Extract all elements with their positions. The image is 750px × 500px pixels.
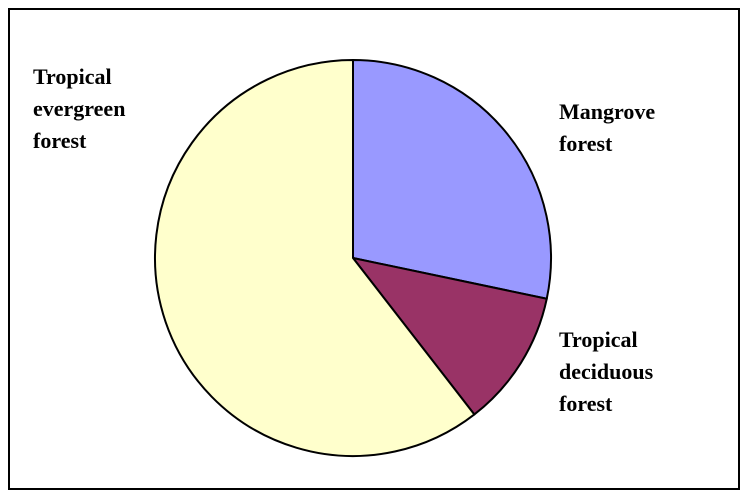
slice-tropical-deciduous-forest xyxy=(352,257,548,416)
label-tropical-evergreen-forest: Tropical evergreen forest xyxy=(33,64,126,153)
label-tropical-deciduous-forest: Tropical deciduous forest xyxy=(559,327,654,416)
label-mangrove-forest: Mangrove forest xyxy=(559,99,656,156)
slice-tropical-evergreen-forest xyxy=(154,59,476,457)
pie-slices xyxy=(154,59,552,457)
slice-mangrove-forest xyxy=(352,59,552,300)
